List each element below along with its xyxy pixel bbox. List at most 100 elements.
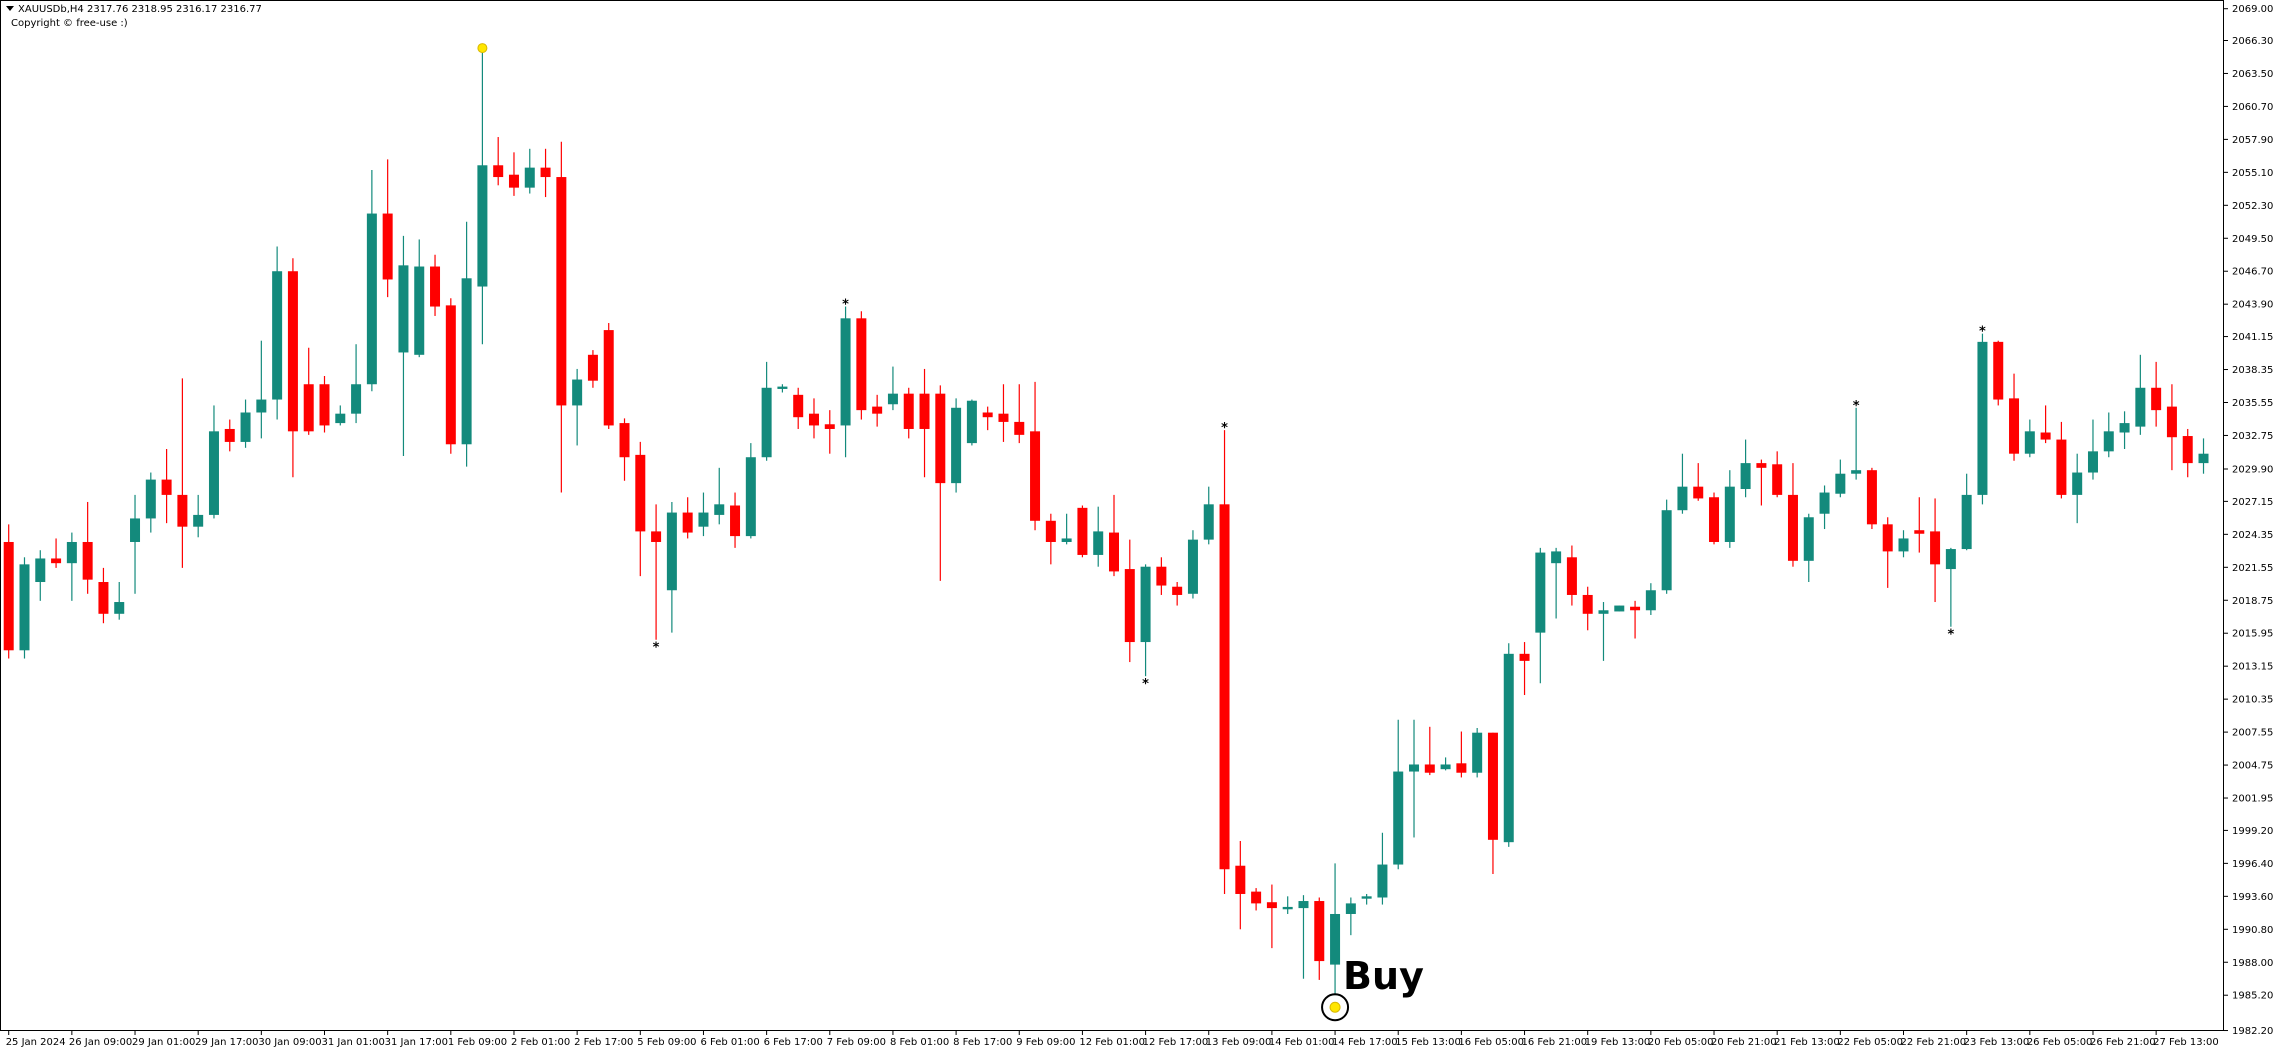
x-tick-label: 30 Jan 09:00	[258, 1037, 321, 1048]
candle-body	[587, 354, 598, 381]
y-tick-label: 2069.00	[2232, 4, 2273, 15]
candle-body	[1456, 763, 1467, 773]
candle-body	[2182, 436, 2193, 464]
candle-body	[1393, 771, 1404, 865]
candle-body	[1724, 486, 1735, 542]
y-tick-label: 1993.60	[2232, 892, 2273, 903]
candle-body	[398, 265, 409, 353]
candle-body	[208, 431, 219, 515]
x-tick-label: 16 Feb 05:00	[1458, 1037, 1524, 1048]
candle-body	[1503, 653, 1514, 843]
y-tick-label: 2038.35	[2232, 365, 2273, 376]
candle-body	[1109, 532, 1119, 572]
y-tick-label: 2049.50	[2232, 234, 2273, 245]
candle-body	[1330, 913, 1341, 965]
candle-body	[98, 582, 109, 614]
candle-body	[1582, 594, 1593, 614]
candle-body	[1756, 463, 1767, 468]
x-tick-label: 6 Feb 01:00	[700, 1037, 759, 1048]
candle-body	[1377, 864, 1388, 898]
y-tick-label: 1988.00	[2232, 958, 2273, 969]
candle-body	[1487, 732, 1498, 840]
y-tick-label: 1982.20	[2232, 1026, 2273, 1037]
x-tick-label: 26 Jan 09:00	[69, 1037, 132, 1048]
x-tick-label: 13 Feb 09:00	[1206, 1037, 1272, 1048]
x-tick-label: 16 Feb 21:00	[1522, 1037, 1588, 1048]
candle-body	[761, 387, 772, 458]
candle-body	[1156, 566, 1167, 586]
y-tick-label: 2043.90	[2232, 300, 2273, 311]
candle-body	[1172, 586, 1183, 595]
swing-high-mark: *	[1853, 399, 1860, 414]
candle-body	[745, 457, 756, 537]
candle-body	[651, 531, 662, 542]
y-tick-label: 1985.20	[2232, 991, 2273, 1002]
copyright: Copyright © free-use :)	[11, 18, 128, 29]
candle-body	[1566, 557, 1577, 595]
candle-body	[666, 512, 677, 591]
candle-body	[856, 318, 867, 411]
candle-body	[351, 384, 362, 414]
y-tick-label: 2060.70	[2232, 102, 2273, 113]
symbol-header: XAUUSDb,H4 2317.76 2318.95 2316.17 2316.…	[18, 4, 262, 15]
x-tick-label: 26 Feb 05:00	[2027, 1037, 2093, 1048]
candle-body	[2056, 439, 2067, 495]
y-tick-label: 2032.75	[2232, 431, 2273, 442]
x-tick-label: 22 Feb 05:00	[1837, 1037, 1903, 1048]
x-tick-label: 25 Jan 2024	[6, 1037, 66, 1048]
candle-body	[1345, 903, 1356, 914]
candle-body	[51, 558, 62, 564]
y-tick-label: 1996.40	[2232, 859, 2273, 870]
candle-body	[777, 386, 788, 389]
x-tick-label: 12 Feb 01:00	[1079, 1037, 1145, 1048]
y-tick-label: 2063.50	[2232, 69, 2273, 80]
candle-body	[2103, 431, 2114, 452]
candle-body	[1740, 463, 1751, 490]
candle-body	[1803, 517, 1814, 561]
candle-body	[840, 318, 851, 426]
candle-body	[1440, 764, 1451, 770]
x-tick-label: 31 Jan 01:00	[322, 1037, 385, 1048]
candle-body	[272, 271, 283, 400]
candle-body	[66, 541, 77, 564]
candle-body	[414, 266, 425, 355]
x-tick-label: 12 Feb 17:00	[1143, 1037, 1209, 1048]
candle-body	[1314, 901, 1325, 962]
candle-body	[619, 423, 630, 458]
candle-body	[366, 213, 377, 385]
candle-body	[998, 413, 1009, 422]
swing-low-mark: *	[1947, 628, 1954, 643]
candle-body	[919, 393, 930, 429]
candle-body	[445, 305, 456, 445]
candle-body	[572, 379, 583, 406]
candle-body	[1819, 492, 1830, 514]
candle-body	[2040, 432, 2051, 440]
candle-body	[1298, 901, 1309, 909]
candle-body	[1282, 906, 1293, 910]
candle-body	[1661, 510, 1672, 591]
candle-body	[1993, 341, 2004, 400]
x-tick-label: 14 Feb 01:00	[1269, 1037, 1335, 1048]
candle-body	[1898, 538, 1909, 552]
candle-body	[1235, 865, 1246, 894]
x-tick-label: 19 Feb 13:00	[1585, 1037, 1651, 1048]
candle-body	[1519, 653, 1530, 661]
candle-body	[19, 564, 30, 651]
candle-body	[1424, 764, 1435, 773]
y-tick-label: 2041.15	[2232, 332, 2273, 343]
y-tick-label: 2007.55	[2232, 728, 2273, 739]
y-tick-label: 1999.20	[2232, 826, 2273, 837]
y-tick-label: 2018.75	[2232, 596, 2273, 607]
y-tick-label: 2035.55	[2232, 398, 2273, 409]
candle-body	[2119, 423, 2130, 433]
candle-body	[1598, 610, 1609, 614]
x-tick-label: 6 Feb 17:00	[764, 1037, 823, 1048]
candle-body	[635, 454, 646, 532]
candle-body	[1677, 486, 1688, 511]
swing-high-mark: *	[1979, 325, 1986, 340]
candle-body	[303, 384, 314, 432]
x-tick-label: 8 Feb 01:00	[890, 1037, 949, 1048]
y-tick-label: 2015.95	[2232, 629, 2273, 640]
buy-annotation: Buy	[1343, 954, 1424, 998]
